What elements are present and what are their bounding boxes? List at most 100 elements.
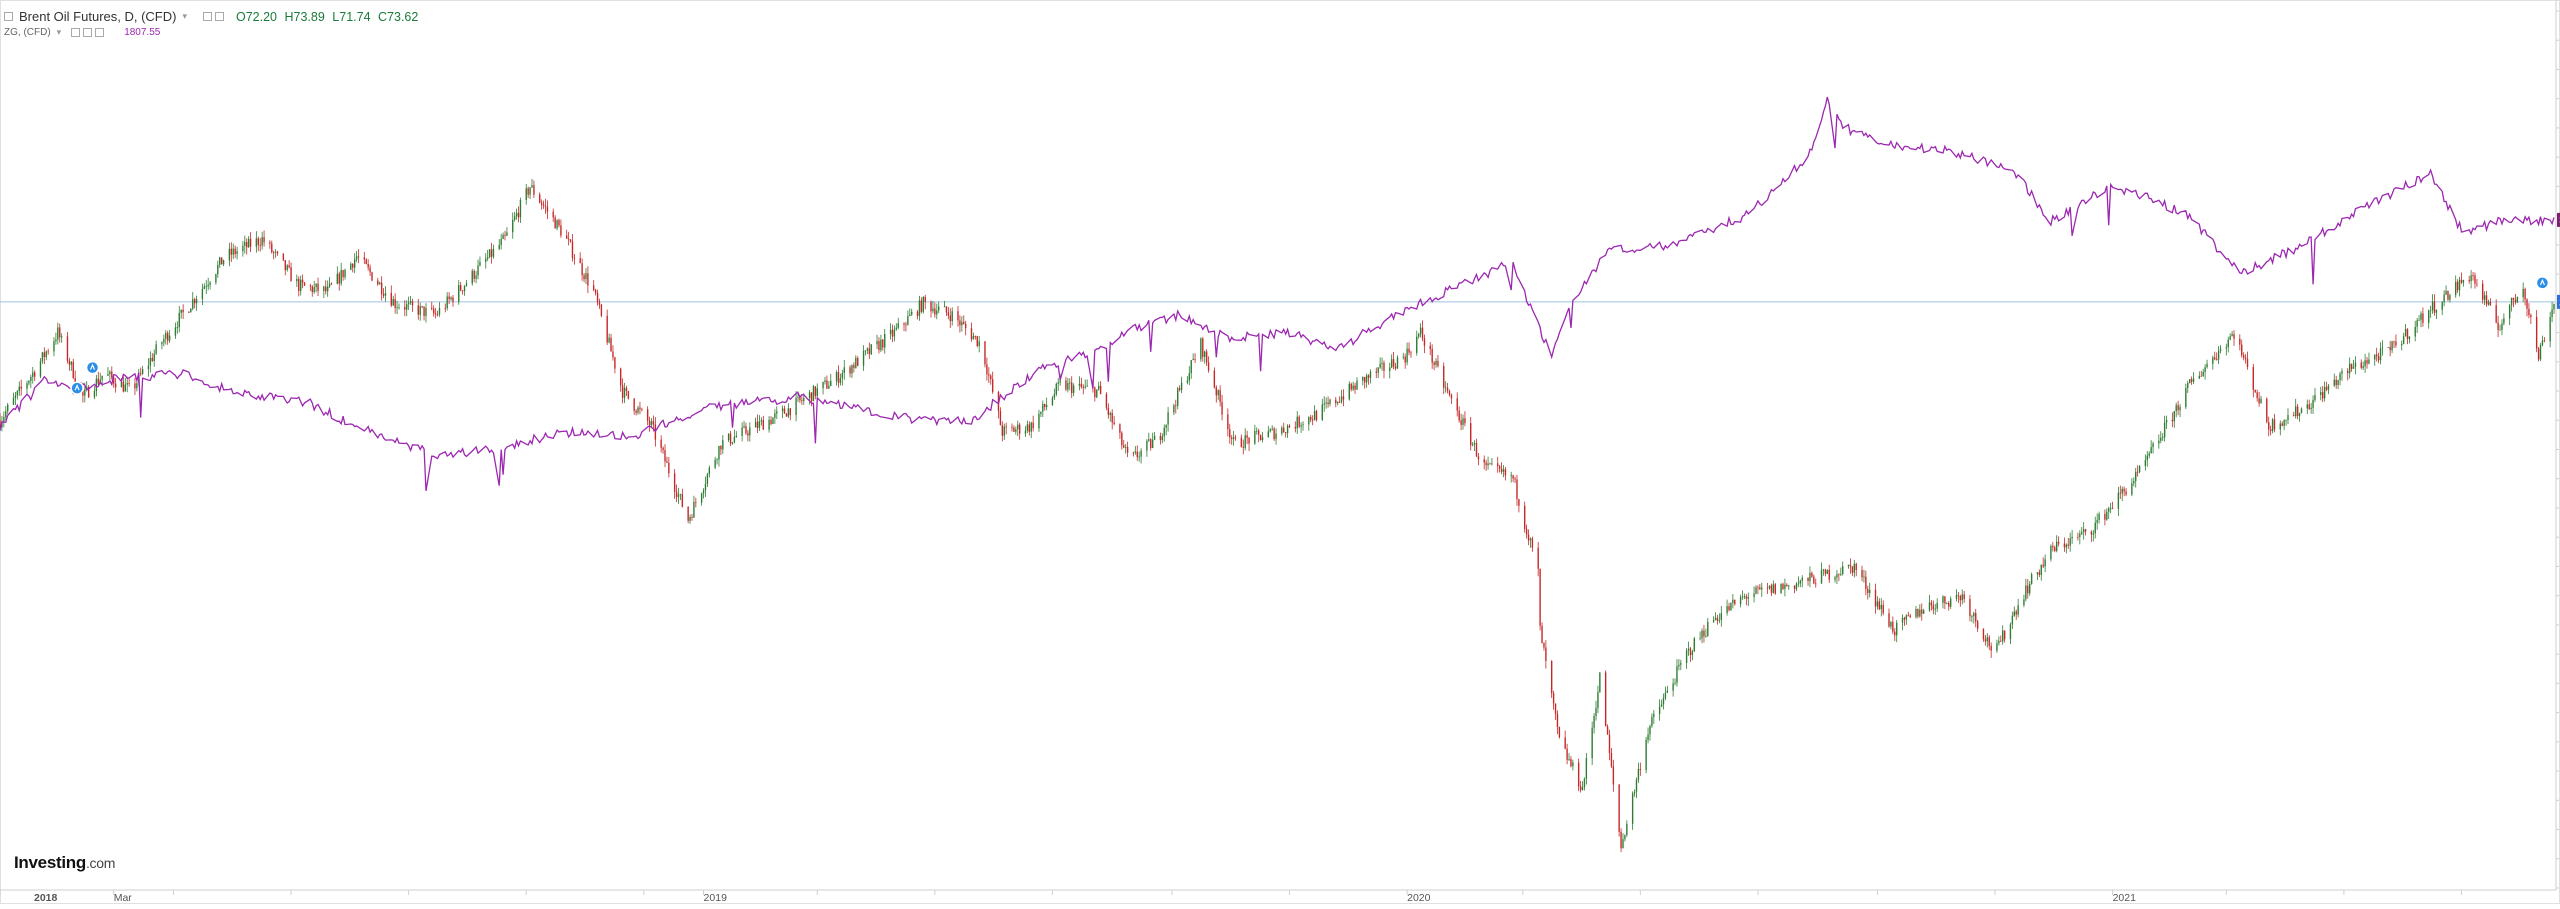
candle	[1435, 358, 1437, 368]
collapse-legend-icon[interactable]	[4, 12, 13, 21]
candle-body	[1838, 574, 1840, 576]
candle	[217, 260, 219, 278]
candle	[1150, 438, 1152, 451]
candle	[1942, 595, 1944, 609]
compare-hide-icon[interactable]	[71, 28, 81, 37]
candle	[1030, 421, 1032, 439]
candle	[1730, 602, 1732, 611]
candle-body	[1350, 383, 1352, 390]
candle	[922, 296, 924, 314]
candle	[700, 492, 703, 506]
candle-body	[84, 389, 86, 396]
compare-menu-caret[interactable]: ▾	[56, 27, 62, 37]
candle	[1375, 367, 1377, 379]
candle	[1473, 440, 1476, 452]
legend-symbol-title[interactable]: Brent Oil Futures, D, (CFD)	[19, 9, 177, 24]
candle	[745, 422, 747, 436]
candle	[1190, 359, 1192, 379]
candle	[1017, 420, 1019, 437]
candle	[2379, 342, 2382, 365]
candle	[2179, 404, 2181, 417]
candle	[639, 401, 641, 415]
candle	[1969, 594, 1971, 622]
candle-body	[1028, 424, 1031, 432]
candle-body	[1321, 404, 1323, 420]
candle	[1915, 606, 1917, 619]
candle-body	[2158, 440, 2160, 444]
candle-body	[1822, 569, 1825, 571]
candle-body	[1973, 613, 1975, 617]
candle	[2512, 297, 2515, 308]
compare-remove-icon[interactable]	[95, 28, 105, 37]
candle-body	[365, 259, 367, 265]
candle-body	[12, 397, 15, 405]
candle-body	[5, 411, 7, 418]
candle-body	[1863, 576, 1865, 578]
compare-symbol-label[interactable]: ZG, (CFD)	[4, 27, 51, 38]
candle-body	[2244, 357, 2247, 359]
candle	[122, 374, 125, 393]
candle	[323, 285, 325, 298]
candle	[2551, 301, 2553, 323]
candle	[1485, 459, 1487, 471]
candle-body	[1500, 468, 1503, 472]
candle-body	[1444, 387, 1447, 389]
candle-body	[66, 336, 69, 361]
candle	[2162, 433, 2164, 441]
candle	[1159, 432, 1162, 445]
event-marker	[2535, 276, 2550, 290]
candle-body	[1772, 584, 1775, 593]
candle	[1443, 362, 1445, 395]
candle-body	[959, 320, 961, 326]
candle-body	[2320, 392, 2322, 395]
candle-body	[2454, 281, 2457, 296]
candle-body	[1579, 786, 1582, 791]
candle-body	[1379, 363, 1381, 368]
candle	[1784, 578, 1786, 597]
candle	[947, 306, 950, 320]
candle	[2539, 343, 2542, 362]
candle-body	[1242, 446, 1244, 448]
candle	[2036, 572, 2039, 581]
candle-body	[463, 285, 466, 291]
candle-body	[1356, 380, 1358, 390]
candle	[2177, 400, 2179, 416]
candle-body	[2108, 508, 2110, 512]
legend-menu-caret[interactable]: ▾	[182, 11, 187, 21]
compare-settings-icon[interactable]	[83, 28, 93, 37]
candle-body	[1267, 431, 1270, 438]
candle-body	[1190, 360, 1192, 374]
candle-body	[1672, 683, 1674, 691]
candle	[2406, 328, 2409, 345]
candle	[2368, 352, 2370, 365]
candle-body	[1531, 538, 1534, 548]
candle	[2212, 355, 2214, 370]
candle-body	[2476, 283, 2478, 285]
candle	[2013, 606, 2015, 617]
series-settings-icon[interactable]	[215, 12, 224, 21]
candle	[419, 302, 421, 321]
candle	[1288, 424, 1291, 428]
candle-body	[2508, 305, 2511, 319]
candle-body	[2229, 336, 2231, 340]
candle-body	[140, 373, 142, 374]
candle-body	[336, 273, 339, 284]
candle-body	[2549, 316, 2551, 342]
candle	[984, 340, 986, 368]
candle	[2082, 522, 2085, 540]
candle	[2227, 336, 2229, 353]
candle-body	[1323, 403, 1325, 405]
candle-body	[1757, 587, 1759, 589]
candle	[1780, 583, 1782, 594]
candle-body	[1988, 637, 1990, 647]
hide-series-icon[interactable]	[203, 12, 212, 21]
candle	[1612, 759, 1615, 792]
candle	[2528, 303, 2530, 319]
candle-body	[244, 241, 246, 246]
candle	[195, 295, 198, 311]
candle-body	[1005, 426, 1007, 428]
candle	[2414, 320, 2416, 342]
candle	[2443, 290, 2445, 307]
candle	[868, 342, 871, 360]
